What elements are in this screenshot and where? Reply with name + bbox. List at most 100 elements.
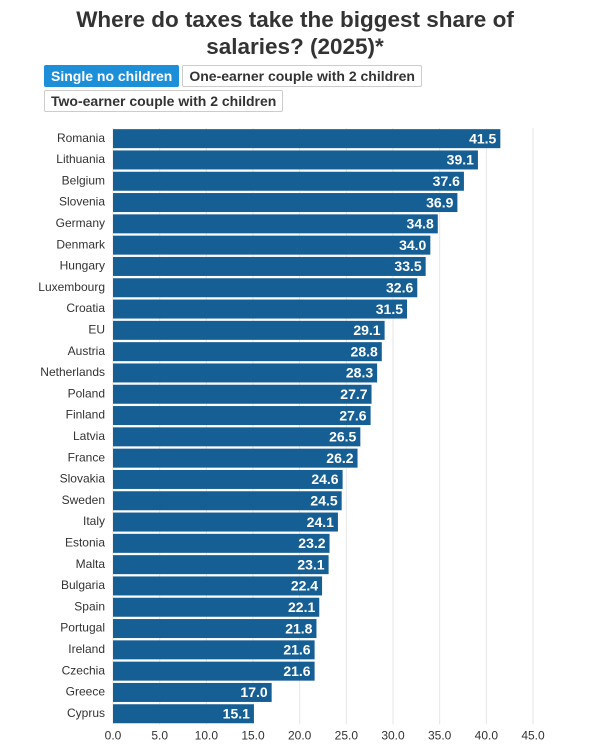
tab-button[interactable]: Two-earner couple with 2 children [44, 90, 284, 112]
y-tick-label: Cyprus [67, 706, 105, 720]
y-tick-label: Malta [76, 557, 106, 571]
y-tick-label: Poland [68, 386, 105, 400]
bar [113, 555, 329, 575]
x-tick-label: 25.0 [335, 729, 359, 743]
value-label: 26.5 [329, 429, 356, 445]
bar [113, 576, 323, 596]
bar [113, 512, 338, 532]
value-label: 36.9 [426, 194, 453, 210]
value-label: 22.1 [288, 599, 315, 615]
value-label: 17.0 [240, 684, 267, 700]
value-label: 32.6 [386, 279, 413, 295]
bar [113, 469, 343, 489]
y-tick-label: Czechia [62, 663, 106, 677]
y-tick-label: Slovakia [60, 472, 106, 486]
value-label: 21.6 [283, 642, 310, 658]
bar [113, 150, 478, 170]
y-tick-label: Italy [83, 514, 105, 528]
value-label: 24.5 [310, 492, 337, 508]
y-tick-label: Bulgaria [61, 578, 105, 592]
x-tick-label: 5.0 [151, 729, 168, 743]
value-label: 27.7 [340, 386, 367, 402]
x-tick-label: 45.0 [521, 729, 545, 743]
y-tick-label: Belgium [62, 173, 105, 187]
bar [113, 384, 372, 404]
bar [113, 619, 317, 639]
value-label: 28.3 [346, 365, 373, 381]
x-tick-label: 0.0 [105, 729, 122, 743]
bar [113, 171, 464, 191]
bar [113, 278, 418, 298]
bar [113, 363, 378, 383]
bar [113, 491, 342, 511]
bar [113, 427, 361, 447]
value-label: 26.2 [326, 450, 353, 466]
y-tick-label: Romania [57, 131, 105, 145]
y-tick-label: EU [88, 323, 105, 337]
value-label: 23.1 [297, 556, 324, 572]
bar [113, 406, 371, 426]
x-tick-label: 40.0 [475, 729, 499, 743]
y-tick-label: Estonia [65, 536, 105, 550]
y-tick-label: Portugal [60, 621, 105, 635]
value-label: 21.8 [285, 620, 312, 636]
y-tick-label: Hungary [60, 259, 105, 273]
x-tick-label: 10.0 [195, 729, 219, 743]
y-tick-label: Greece [66, 685, 106, 699]
value-label: 23.2 [298, 535, 325, 551]
bar [113, 299, 407, 319]
y-tick-label: Sweden [62, 493, 105, 507]
bar [113, 533, 330, 553]
tab-button[interactable]: Single no children [44, 65, 180, 87]
value-label: 37.6 [433, 173, 460, 189]
value-label: 41.5 [469, 130, 496, 146]
y-tick-label: Luxembourg [38, 280, 105, 294]
chart-title: Where do taxes take the biggest share of… [76, 7, 514, 59]
y-tick-label: Netherlands [40, 365, 105, 379]
bar [113, 235, 431, 255]
value-label: 21.6 [283, 663, 310, 679]
x-tick-label: 35.0 [428, 729, 452, 743]
bar [113, 640, 315, 660]
value-label: 15.1 [223, 705, 250, 721]
bar [113, 256, 426, 276]
value-label: 29.1 [353, 322, 380, 338]
y-tick-label: Finland [66, 408, 105, 422]
bar [113, 704, 254, 724]
bar [113, 597, 320, 617]
y-tick-label: Spain [74, 599, 105, 613]
y-tick-label: Ireland [68, 642, 105, 656]
value-label: 24.6 [311, 471, 338, 487]
value-label: 39.1 [447, 152, 474, 168]
bar [113, 448, 358, 468]
bar [113, 193, 458, 213]
bar [113, 682, 272, 702]
value-label: 34.8 [407, 216, 434, 232]
value-label: 28.8 [351, 343, 378, 359]
y-tick-label: Croatia [66, 301, 105, 315]
y-tick-label: Latvia [73, 429, 105, 443]
y-tick-label: Denmark [56, 237, 106, 251]
x-tick-label: 20.0 [288, 729, 312, 743]
value-label: 34.0 [399, 237, 426, 253]
y-tick-label: Lithuania [56, 152, 105, 166]
bar [113, 342, 382, 362]
bar [113, 214, 438, 234]
y-tick-label: Germany [56, 216, 105, 230]
bar [113, 129, 501, 149]
y-tick-label: France [68, 450, 106, 464]
value-label: 22.4 [291, 578, 318, 594]
value-label: 24.1 [307, 514, 334, 530]
x-tick-label: 30.0 [381, 729, 405, 743]
y-tick-label: Austria [68, 344, 106, 358]
value-label: 33.5 [394, 258, 421, 274]
tab-bar: Single no children One-earner couple with… [44, 65, 474, 112]
tab-button[interactable]: One-earner couple with 2 children [182, 65, 422, 87]
y-tick-label: Slovenia [59, 195, 105, 209]
bar [113, 661, 315, 681]
bar [113, 320, 385, 340]
value-label: 27.6 [339, 407, 366, 423]
value-label: 31.5 [376, 301, 403, 317]
